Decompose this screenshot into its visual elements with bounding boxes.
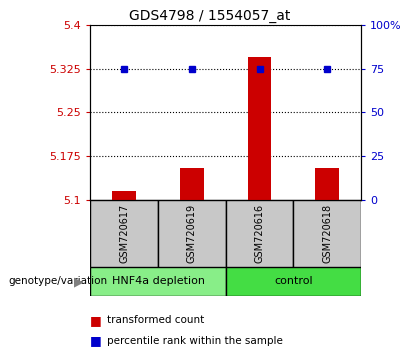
Text: ▶: ▶: [74, 275, 84, 288]
Text: GSM720617: GSM720617: [119, 204, 129, 263]
Text: control: control: [274, 276, 313, 286]
Text: GSM720616: GSM720616: [255, 204, 265, 263]
Bar: [226, 267, 361, 296]
Text: HNF4a depletion: HNF4a depletion: [112, 276, 205, 286]
Bar: [248, 57, 271, 200]
Bar: [180, 168, 204, 200]
Bar: [226, 200, 294, 267]
Text: genotype/variation: genotype/variation: [8, 276, 108, 286]
Bar: [90, 267, 226, 296]
Text: ■: ■: [90, 314, 102, 327]
Bar: [294, 200, 361, 267]
Text: GSM720618: GSM720618: [322, 204, 332, 263]
Bar: [90, 200, 158, 267]
Bar: [315, 168, 339, 200]
Text: transformed count: transformed count: [107, 315, 205, 325]
Text: ■: ■: [90, 334, 102, 347]
Bar: [158, 200, 226, 267]
Text: percentile rank within the sample: percentile rank within the sample: [107, 336, 283, 346]
Text: GSM720619: GSM720619: [187, 204, 197, 263]
Bar: [112, 191, 136, 200]
Text: GDS4798 / 1554057_at: GDS4798 / 1554057_at: [129, 9, 291, 23]
